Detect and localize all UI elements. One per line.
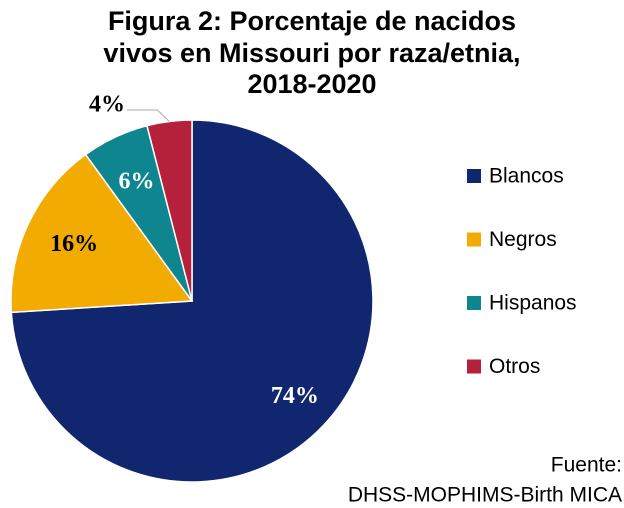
data-label: 6%	[119, 169, 155, 195]
source: DHSS-MOPHIMS-Birth MICA	[348, 484, 622, 507]
legend-label: Blancos	[489, 165, 564, 188]
chart-title: 2018-2020	[247, 69, 376, 99]
pie-slice	[146, 119, 193, 302]
pie-slice	[10, 153, 194, 314]
legend-label: Otros	[489, 355, 540, 378]
data-label: 4%	[89, 92, 125, 118]
legend-label: Hispanos	[489, 292, 577, 315]
chart-title: vivos en Missouri por raza/etnia,	[103, 38, 520, 68]
chart-title: Figura 2: Porcentaje de nacidos	[108, 6, 516, 36]
legend-label: Negros	[489, 228, 557, 251]
data-label: 16%	[50, 231, 98, 257]
source: Fuente:	[551, 454, 622, 477]
legend-swatch	[467, 169, 481, 183]
legend-swatch	[467, 359, 481, 374]
data-label: 74%	[271, 383, 319, 409]
legend-swatch	[467, 296, 481, 310]
leader-line	[127, 109, 170, 122]
legend-swatch	[467, 232, 481, 247]
